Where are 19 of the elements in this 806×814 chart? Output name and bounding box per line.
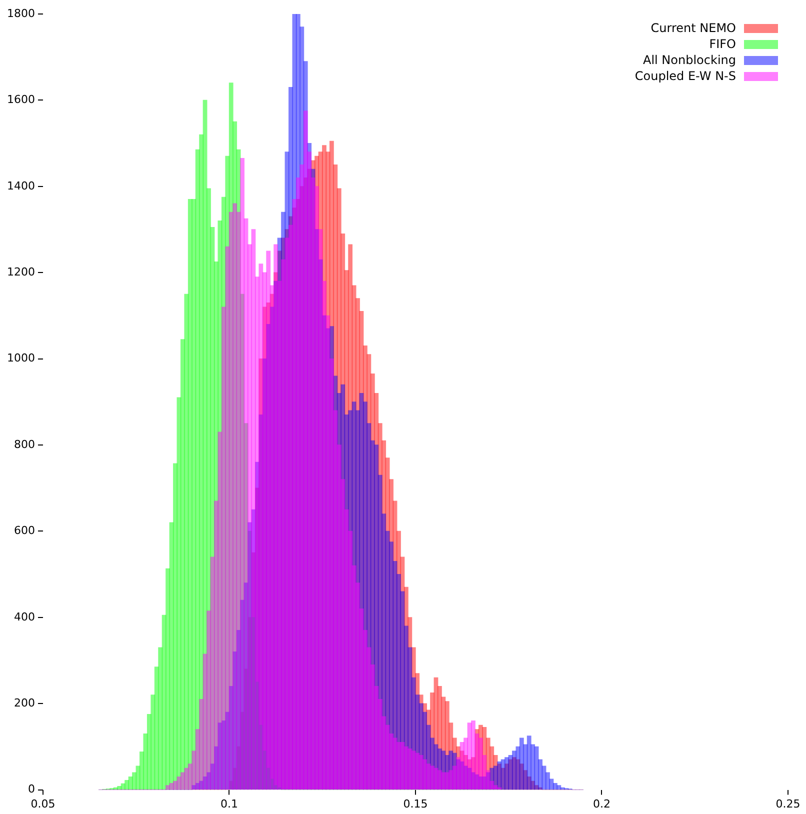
y-tick-label: 0: [28, 782, 35, 796]
legend-label: Current NEMO: [650, 20, 736, 36]
legend-label: FIFO: [709, 36, 736, 52]
x-tick-label: 0.25: [776, 797, 800, 810]
y-tick-label: 800: [14, 438, 35, 451]
y-tick-label: 600: [14, 524, 35, 538]
y-tick-label: 1000: [6, 352, 35, 365]
y-tick-label: 1400: [6, 179, 35, 192]
x-tick-label: 0.15: [403, 797, 428, 810]
y-tick-label: 1600: [6, 93, 35, 106]
y-tick-label: 1800: [6, 6, 35, 20]
x-tick-label: 0.05: [30, 797, 56, 810]
x-tick-label: 0.1: [220, 797, 238, 810]
y-tick-label: 1200: [6, 265, 35, 278]
x-tick-label: 0.2: [593, 797, 610, 810]
y-tick-label: 400: [14, 610, 35, 624]
legend-label: Coupled E-W N-S: [634, 68, 736, 84]
y-tick-label: 200: [14, 696, 35, 710]
legend-label: All Nonblocking: [642, 52, 736, 68]
